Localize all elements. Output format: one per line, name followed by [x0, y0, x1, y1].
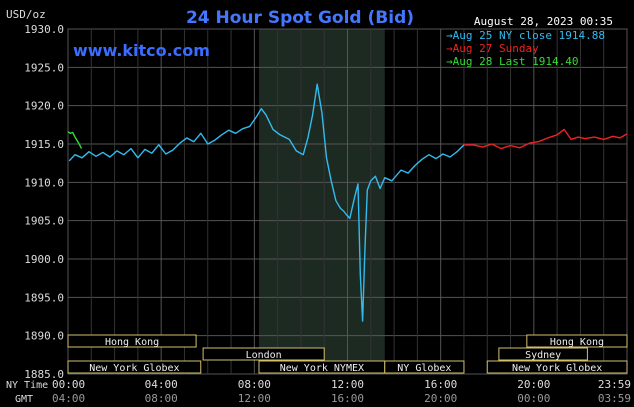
legend-entry: →Aug 28 Last 1914.40 [446, 55, 578, 68]
gmt-row-label: GMT [15, 394, 33, 405]
x-axis-tick-labels: 00:0004:0004:0008:0008:0012:0012:0016:00… [52, 378, 631, 405]
legend-entry: →Aug 27 Sunday [446, 42, 539, 55]
y-tick-label: 1925.0 [24, 61, 64, 74]
date-label: August 28, 2023 00:35 [474, 15, 613, 28]
x-tick-label-ny: 08:00 [238, 378, 271, 391]
session-bar [67, 334, 197, 348]
y-tick-label: 1905.0 [24, 215, 64, 228]
market-session-bars: Hong Kong London New York Globex New York N… [67, 334, 628, 374]
y-tick-label: 1910.0 [24, 176, 64, 189]
session-bar [67, 360, 202, 374]
y-tick-label: 1885.0 [24, 368, 64, 381]
session-label: New York Globex [512, 363, 602, 374]
session-label: Sydney [525, 350, 561, 361]
session-bar [526, 334, 628, 348]
y-tick-label: 1930.0 [24, 23, 64, 36]
x-tick-label-gmt: 20:00 [424, 392, 457, 405]
y-tick-label: 1900.0 [24, 253, 64, 266]
y-axis-unit-label: USD/oz [6, 8, 46, 21]
y-axis-tick-labels: 1930.0 1925.0 1920.0 1915.0 1910.0 1905.0 1900… [24, 23, 64, 381]
session-label: London [246, 350, 282, 361]
x-tick-label-gmt: 16:00 [331, 392, 364, 405]
x-tick-label-ny: 12:00 [331, 378, 364, 391]
session-label: Hong Kong [550, 337, 604, 348]
x-tick-label-gmt: 03:59 [598, 392, 631, 405]
session-label: New York Globex [89, 363, 179, 374]
legend: →Aug 25 NY close 1914.88→Aug 27 Sunday→A… [446, 29, 605, 68]
kitco-watermark: www.kitco.com [73, 41, 210, 60]
x-tick-label-ny: 23:59 [598, 378, 631, 391]
y-tick-label: 1890.0 [24, 330, 64, 343]
series-line [67, 131, 83, 149]
x-tick-label-ny: 16:00 [424, 378, 457, 391]
session-label: Hong Kong [105, 337, 159, 348]
session-bar [486, 360, 628, 374]
x-tick-label-ny: 00:00 [52, 378, 85, 391]
y-tick-label: 1915.0 [24, 138, 64, 151]
x-tick-label-gmt: 12:00 [238, 392, 271, 405]
chart-title: 24 Hour Spot Gold (Bid) [186, 8, 414, 28]
series-line [68, 83, 465, 322]
session-bar [498, 347, 588, 361]
price-series-lines [67, 83, 628, 322]
y-tick-label: 1895.0 [24, 291, 64, 304]
legend-entry: →Aug 25 NY close 1914.88 [446, 29, 605, 42]
session-bar [384, 360, 465, 374]
x-tick-label-gmt: 08:00 [145, 392, 178, 405]
x-tick-label-ny: 20:00 [517, 378, 550, 391]
session-label: New York NYMEX [280, 363, 364, 374]
x-tick-label-gmt: 04:00 [52, 392, 85, 405]
grid-lines [67, 28, 628, 375]
session-bar [202, 347, 325, 361]
ny-time-row-label: NY Time [6, 380, 48, 391]
x-tick-label-ny: 04:00 [145, 378, 178, 391]
nymex-session-shading [258, 29, 385, 374]
series-line [463, 128, 628, 150]
x-tick-label-gmt: 00:00 [517, 392, 550, 405]
y-tick-label: 1920.0 [24, 100, 64, 113]
session-label: NY Globex [397, 363, 451, 374]
